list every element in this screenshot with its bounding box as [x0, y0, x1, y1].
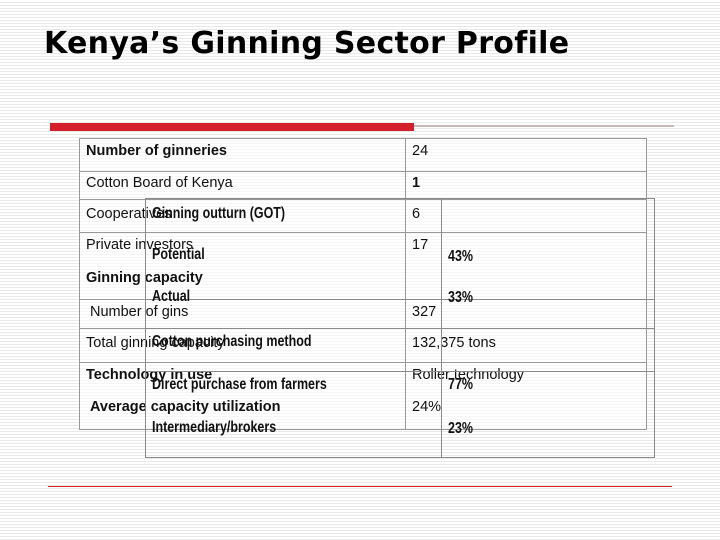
table-row-value: 17 — [412, 237, 429, 253]
row-divider — [80, 171, 646, 172]
table-row-label: Ginning capacity — [86, 270, 203, 286]
column-divider — [405, 139, 406, 429]
overlay-row-label: Ginning outturn (GOT) — [152, 205, 286, 222]
table-row-label: Cooperatives — [86, 206, 172, 222]
overlay-row-label: Potential — [152, 246, 205, 263]
overlay-row-label: Direct purchase from farmers — [152, 376, 327, 393]
row-divider — [80, 232, 646, 233]
table-row-value: 24% — [412, 399, 442, 415]
overlay-table: Ginning outturn (GOT) Potential 43% Actu… — [145, 198, 655, 458]
overlay-row-label: Actual — [152, 288, 191, 305]
overlay-row-label: Cotton purchasing method — [152, 333, 312, 350]
overlay-row-value: 23% — [448, 420, 473, 437]
table-row-value: 327 — [412, 304, 437, 320]
row-divider — [80, 362, 646, 363]
table-row-label: Number of ginneries — [86, 143, 227, 159]
table-row-value: 24 — [412, 143, 429, 159]
row-divider — [80, 199, 646, 200]
table-row-label: Private investors — [86, 237, 194, 253]
title-divider-line — [414, 125, 674, 127]
slide-title: Kenya’s Ginning Sector Profile — [44, 26, 570, 61]
table-row-value: 132,375 tons — [412, 335, 496, 351]
table-row-label: Cotton Board of Kenya — [86, 175, 233, 191]
ginning-profile-table: Number of ginneries 24 Cotton Board of K… — [79, 138, 647, 430]
table-row-value: 1 — [412, 175, 421, 191]
overlay-row-value: 77% — [448, 376, 473, 393]
table-row-value: 6 — [412, 206, 421, 222]
row-divider — [146, 299, 654, 300]
table-row-label: Total ginning capacity — [86, 335, 225, 351]
overlay-row-label: Intermediary/brokers — [152, 419, 277, 436]
overlay-row-value: 43% — [448, 248, 473, 265]
table-row-label: Number of gins — [90, 304, 189, 320]
row-divider — [146, 371, 654, 372]
table-row-label: Average capacity utilization — [90, 399, 281, 415]
row-divider — [146, 328, 654, 329]
title-accent-bar — [50, 123, 414, 131]
footer-divider-line — [48, 486, 672, 487]
overlay-row-value: 33% — [448, 289, 473, 306]
